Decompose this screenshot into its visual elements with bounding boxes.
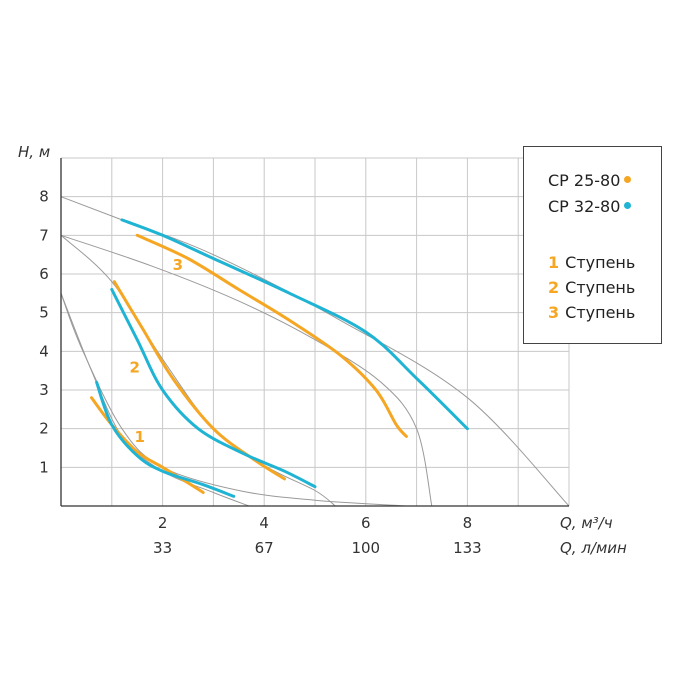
stage-label: 3 — [173, 256, 183, 274]
x-tick-label-secondary: 33 — [153, 539, 172, 557]
legend-stage-label: Ступень — [565, 253, 636, 272]
x-axis-label-secondary: Q, л/мин — [560, 539, 627, 557]
x-axis-label: Q, м³/ч — [560, 514, 613, 532]
legend-item-stage-3: 3 Ступень — [548, 303, 635, 322]
legend-label-cp32: CP 32-80 — [548, 197, 621, 216]
legend-dot-cp32 — [624, 202, 632, 209]
y-tick-label: 2 — [39, 420, 49, 438]
reference-curve — [60, 234, 336, 507]
y-tick-label: 6 — [39, 265, 49, 283]
y-tick-label: 3 — [39, 381, 49, 399]
legend-stage-label: Ступень — [565, 278, 636, 297]
x-tick-label-secondary: 67 — [255, 539, 274, 557]
stage-label: 1 — [135, 428, 145, 446]
y-tick-label: 8 — [39, 188, 49, 206]
series-line-stage-2 — [112, 280, 286, 481]
x-tick-label: 4 — [259, 514, 269, 532]
legend-item-cp32: CP 32-80 — [548, 197, 632, 216]
series-line-stage-2 — [110, 288, 317, 489]
axes — [60, 158, 569, 507]
legend: CP 25-80 CP 32-80 1 Ступень 2 Ступень 3 Сту… — [523, 146, 662, 344]
y-axis-label: H, м — [18, 143, 50, 161]
x-tick-label: 6 — [361, 514, 371, 532]
legend-stage-number: 1 — [548, 253, 560, 272]
series-line-stage-3 — [120, 218, 469, 431]
x-tick-label-secondary: 100 — [351, 539, 380, 557]
series-line-stage-3 — [135, 233, 408, 438]
x-tick-label-secondary: 133 — [453, 539, 482, 557]
legend-item-cp25: CP 25-80 — [548, 171, 632, 190]
legend-item-stage-1: 1 Ступень — [548, 253, 635, 272]
x-tick-label: 8 — [463, 514, 473, 532]
y-tick-label: 7 — [39, 226, 49, 244]
series-line-stage-1 — [95, 380, 236, 498]
x-tick-label: 2 — [158, 514, 168, 532]
legend-stage-label: Ступень — [565, 303, 636, 322]
y-tick-label: 5 — [39, 304, 49, 322]
grid — [61, 157, 570, 506]
stage-labels: 1 2 3 — [129, 256, 183, 446]
y-tick-label: 1 — [39, 458, 49, 476]
y-tick-label: 4 — [39, 342, 49, 360]
legend-stage-number: 2 — [548, 278, 560, 297]
series-lines — [90, 218, 469, 498]
legend-label-cp25: CP 25-80 — [548, 171, 621, 190]
reference-curve — [60, 293, 250, 507]
legend-item-stage-2: 2 Ступень — [548, 278, 635, 297]
reference-curve — [60, 234, 433, 507]
stage-label: 2 — [129, 359, 139, 377]
legend-stage-number: 3 — [548, 303, 560, 322]
legend-dot-cp25 — [624, 176, 632, 183]
